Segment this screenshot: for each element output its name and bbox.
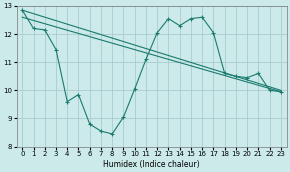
X-axis label: Humidex (Indice chaleur): Humidex (Indice chaleur) <box>103 159 200 169</box>
